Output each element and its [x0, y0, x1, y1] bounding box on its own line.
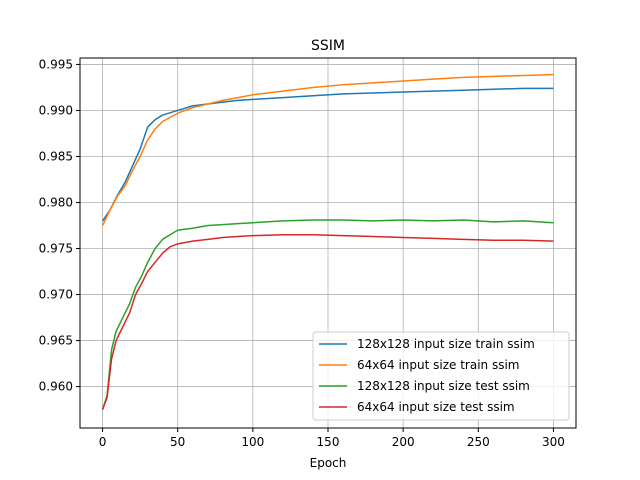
y-tick-label: 0.960 — [39, 380, 73, 394]
legend-label: 128x128 input size test ssim — [357, 379, 530, 393]
x-axis-ticks: 0 50 100 150 200 250 300 — [99, 428, 565, 449]
legend-label: 64x64 input size test ssim — [357, 400, 515, 414]
series-line-3 — [101, 219, 554, 410]
legend: 128x128 input size train ssim 64x64 input… — [312, 331, 570, 421]
y-tick-label: 0.990 — [39, 103, 73, 117]
series-line-2 — [101, 73, 554, 226]
x-tick-label: 0 — [99, 435, 107, 449]
y-tick-label: 0.975 — [39, 242, 73, 256]
legend-label: 64x64 input size train ssim — [357, 358, 520, 372]
legend-label: 128x128 input size train ssim — [357, 337, 535, 351]
x-tick-label: 250 — [467, 435, 490, 449]
y-tick-label: 0.985 — [39, 149, 73, 163]
y-axis-ticks: 0.960 0.965 0.970 0.975 0.980 0.985 0.990 0.995 — [39, 57, 80, 394]
x-axis-label: Epoch — [310, 456, 347, 470]
chart-title: SSIM — [311, 38, 345, 54]
y-tick-label: 0.970 — [39, 288, 73, 302]
x-tick-label: 200 — [392, 435, 415, 449]
x-tick-label: 150 — [317, 435, 340, 449]
x-tick-label: 100 — [241, 435, 264, 449]
x-tick-label: 50 — [170, 435, 185, 449]
series-line-1 — [101, 87, 554, 222]
y-tick-label: 0.995 — [39, 57, 73, 71]
x-tick-label: 300 — [542, 435, 565, 449]
y-tick-label: 0.965 — [39, 334, 73, 348]
series-line-4 — [101, 233, 554, 410]
series-lines — [101, 73, 554, 410]
y-tick-label: 0.980 — [39, 196, 73, 210]
legend-box — [312, 331, 570, 421]
